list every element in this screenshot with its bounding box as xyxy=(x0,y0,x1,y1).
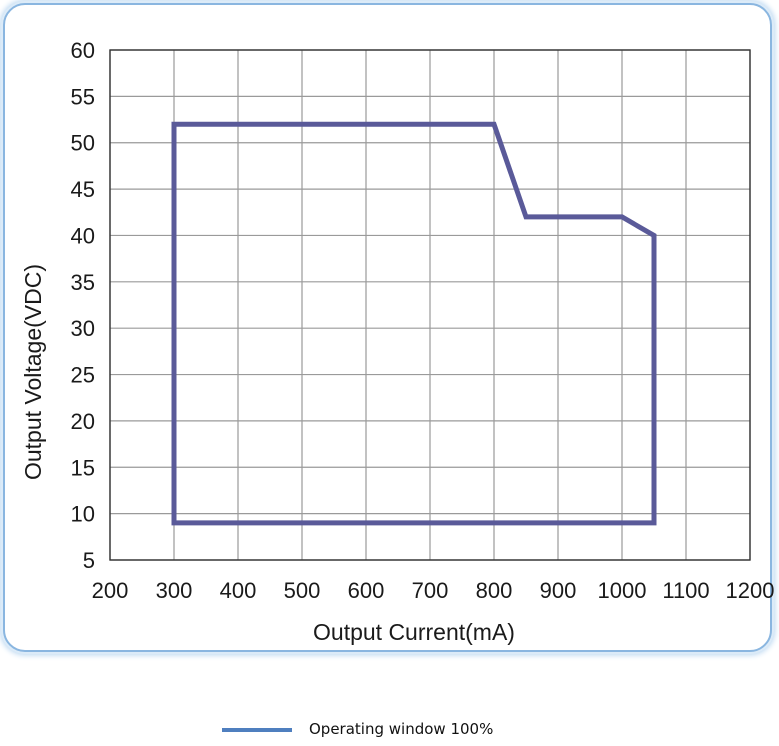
series-line xyxy=(171,121,657,526)
y-tick-label: 40 xyxy=(71,223,95,248)
y-tick-label: 55 xyxy=(71,84,95,109)
x-tick-label: 1000 xyxy=(598,578,647,603)
x-tick-label: 200 xyxy=(92,578,129,603)
y-tick-label: 10 xyxy=(71,502,95,527)
x-tick-labels: 200 300 400 500 600 700 800 900 1000 1100 1200 xyxy=(92,578,775,603)
axes xyxy=(109,49,751,561)
x-tick-label: 800 xyxy=(476,578,513,603)
chart-plot: 200 300 400 500 600 700 800 900 1000 1100 1200 5 10… xyxy=(20,38,775,645)
plot-border xyxy=(109,49,751,561)
y-tick-label: 15 xyxy=(71,455,95,480)
legend-label: Operating window 100% xyxy=(309,720,494,738)
x-axis-title: Output Current(mA) xyxy=(313,619,515,645)
legend-swatch xyxy=(222,728,292,732)
x-tick-label: 700 xyxy=(412,578,449,603)
x-tick-label: 900 xyxy=(540,578,577,603)
x-tick-label: 1200 xyxy=(726,578,775,603)
series xyxy=(171,121,657,526)
x-tick-label: 400 xyxy=(220,578,257,603)
y-tick-label: 20 xyxy=(71,409,95,434)
y-tick-labels: 5 10 15 20 25 30 35 40 45 50 55 60 xyxy=(71,38,95,573)
x-tick-label: 600 xyxy=(348,578,385,603)
y-tick-label: 45 xyxy=(71,177,95,202)
y-tick-label: 60 xyxy=(71,38,95,63)
legend: Operating window 100% xyxy=(210,716,590,746)
x-tick-label: 1100 xyxy=(662,578,709,603)
y-tick-label: 25 xyxy=(71,363,95,388)
y-axis-title: Output Voltage(VDC) xyxy=(20,264,46,480)
x-tick-label: 500 xyxy=(284,578,321,603)
y-tick-label: 30 xyxy=(71,316,95,341)
y-tick-label: 5 xyxy=(83,548,95,573)
y-tick-label: 35 xyxy=(71,270,95,295)
y-tick-label: 50 xyxy=(71,131,95,156)
x-tick-label: 300 xyxy=(156,578,193,603)
